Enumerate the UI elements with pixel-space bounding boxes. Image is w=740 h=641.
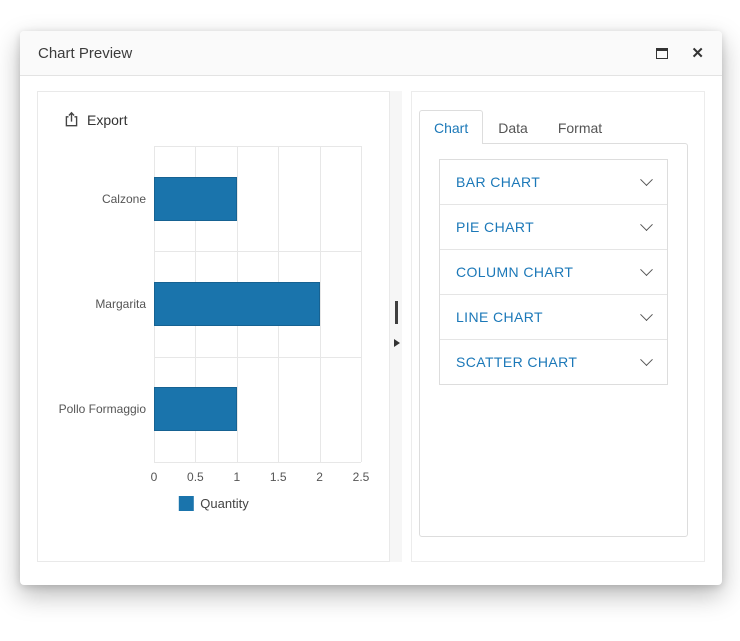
gridline xyxy=(154,251,361,253)
maximize-icon[interactable] xyxy=(656,47,669,59)
export-icon xyxy=(65,111,78,127)
category-label: Pollo Formaggio xyxy=(58,402,146,417)
chevron-down-icon xyxy=(640,217,653,231)
chart-type-label: COLUMN CHART xyxy=(456,264,574,280)
splitter-collapse-icon[interactable] xyxy=(394,339,400,347)
x-tick-label: 1 xyxy=(233,470,241,484)
panel-splitter xyxy=(390,91,411,562)
category-label: Calzone xyxy=(101,191,146,206)
splitter-drag-handle[interactable] xyxy=(395,301,398,324)
chevron-down-icon xyxy=(640,352,653,366)
x-tick-label: 2 xyxy=(316,470,323,484)
chevron-down-icon xyxy=(640,262,653,276)
chart-preview-dialog: Chart Preview ✕ Export Calzone Margarita P… xyxy=(20,31,722,585)
chart-type-item-line-chart[interactable]: LINE CHART xyxy=(440,295,667,340)
bar xyxy=(154,176,237,221)
dialog-titlebar: Chart Preview ✕ xyxy=(20,31,722,76)
chart-type-item-pie-chart[interactable]: PIE CHART xyxy=(440,205,667,250)
export-button[interactable]: Export xyxy=(63,111,127,128)
gridline xyxy=(361,146,362,462)
close-icon[interactable]: ✕ xyxy=(691,44,704,62)
chart-type-list: BAR CHART PIE CHART COLUMN CHART LINE CH… xyxy=(439,159,668,385)
chevron-down-icon xyxy=(640,172,653,186)
tab-data[interactable]: Data xyxy=(498,119,528,136)
chart-type-item-scatter-chart[interactable]: SCATTER CHART xyxy=(440,340,667,384)
chart-legend[interactable]: Quantity xyxy=(178,496,249,511)
bar xyxy=(154,387,237,432)
chart-type-item-bar-chart[interactable]: BAR CHART xyxy=(440,160,667,205)
gridline xyxy=(154,356,361,358)
chart-type-label: PIE CHART xyxy=(456,219,535,235)
tab-chart[interactable]: Chart xyxy=(419,110,484,144)
chart-settings-panel: Chart Data Format BAR CHART PIE CHART CO… xyxy=(411,91,705,562)
x-tick-label: 2.5 xyxy=(352,470,370,484)
gridline xyxy=(154,462,361,463)
tab-format[interactable]: Format xyxy=(557,119,603,136)
chart-type-label: LINE CHART xyxy=(456,309,543,325)
gridline xyxy=(319,146,321,462)
chart-type-label: BAR CHART xyxy=(456,174,541,190)
category-label: Margarita xyxy=(95,297,146,311)
chart-preview-panel: Export Calzone Margarita Pollo Formaggio 0… xyxy=(37,91,390,562)
tab-content-card: BAR CHART PIE CHART COLUMN CHART LINE CH… xyxy=(419,143,688,537)
bar-chart-plot-area xyxy=(154,146,362,463)
x-tick-label: 1.5 xyxy=(269,470,287,484)
chart-type-item-column-chart[interactable]: COLUMN CHART xyxy=(440,250,667,295)
gridline xyxy=(154,146,361,147)
splitter-track xyxy=(390,91,402,562)
dialog-title: Chart Preview xyxy=(38,44,133,62)
bar xyxy=(154,282,320,326)
legend-label: Quantity xyxy=(200,496,249,511)
export-label: Export xyxy=(87,111,128,128)
legend-swatch xyxy=(178,496,194,511)
x-tick-label: 0 xyxy=(150,470,158,484)
chevron-down-icon xyxy=(640,307,653,321)
settings-tabs: Chart Data Format xyxy=(419,110,617,144)
x-tick-label: 0.5 xyxy=(187,470,204,484)
chart-type-label: SCATTER CHART xyxy=(456,354,578,370)
